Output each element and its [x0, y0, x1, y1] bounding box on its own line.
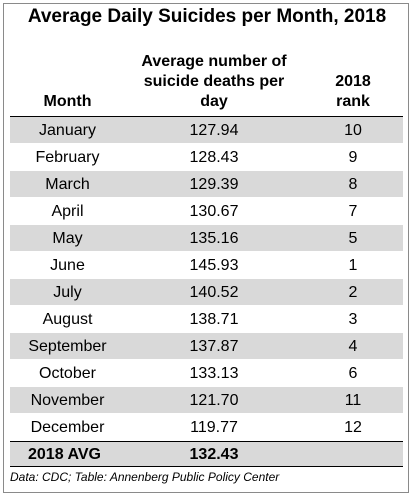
month-cell: September	[28, 338, 107, 355]
rank-cell: 3	[348, 311, 358, 328]
table-row: January 127.94 10	[10, 117, 403, 144]
rank-cell: 8	[348, 176, 358, 193]
average-cell: 138.71	[189, 311, 239, 328]
average-cell: 119.77	[190, 419, 238, 436]
average-cell: 133.13	[189, 365, 239, 382]
table-row: October 133.13 6	[10, 360, 403, 387]
table-row: December 119.77 12	[10, 414, 403, 441]
header-rank: 2018 rank	[335, 73, 371, 110]
average-cell: 127.94	[189, 122, 239, 139]
average-cell: 121.70	[189, 392, 239, 409]
month-cell: December	[30, 419, 105, 436]
rank-cell: 5	[348, 230, 358, 247]
month-cell: February	[35, 149, 100, 166]
total-row: 2018 AVG 132.43	[10, 441, 403, 467]
table-frame	[3, 3, 409, 493]
rank-cell: 7	[348, 203, 358, 220]
month-cell: August	[42, 311, 93, 328]
table-row: February 128.43 9	[10, 144, 403, 171]
table-body: January 127.94 10 February 128.43 9 March 129.3…	[10, 117, 403, 441]
average-cell: 137.87	[189, 338, 239, 355]
table-row: June 145.93 1	[10, 252, 403, 279]
rank-cell: 4	[348, 338, 358, 355]
rank-cell: 1	[348, 257, 358, 274]
average-cell: 129.39	[189, 176, 239, 193]
rank-cell: 10	[344, 122, 362, 139]
month-cell: October	[39, 365, 96, 382]
table-row: November 121.70 11	[10, 387, 403, 414]
table-row: May 135.16 5	[10, 225, 403, 252]
rank-cell: 9	[348, 149, 358, 166]
source-note: Data: CDC; Table: Annenberg Public Polic…	[10, 470, 280, 484]
header-average: Average number of suicide deaths per day	[141, 53, 287, 110]
table-row: September 137.87 4	[10, 333, 403, 360]
chart-title: Average Daily Suicides per Month, 2018	[27, 6, 387, 27]
month-cell: May	[52, 230, 83, 247]
table-row: April 130.67 7	[10, 198, 403, 225]
table-header: Month Average number of suicide deaths p…	[10, 44, 403, 117]
rank-cell: 6	[348, 365, 358, 382]
average-cell: 140.52	[189, 284, 239, 301]
month-cell: July	[53, 284, 82, 301]
data-table: Month Average number of suicide deaths p…	[10, 44, 403, 467]
header-month: Month	[43, 93, 92, 110]
table-row: August 138.71 3	[10, 306, 403, 333]
average-cell: 128.43	[189, 149, 239, 166]
table-row: July 140.52 2	[10, 279, 403, 306]
month-cell: March	[45, 176, 90, 193]
average-cell: 130.67	[189, 203, 239, 220]
rank-cell: 12	[344, 419, 362, 436]
table-row: March 129.39 8	[10, 171, 403, 198]
average-cell: 135.16	[189, 230, 239, 247]
average-cell: 145.93	[189, 257, 239, 274]
rank-cell: 11	[344, 392, 362, 409]
rank-cell: 2	[348, 284, 358, 301]
total-average: 132.43	[189, 446, 239, 463]
total-label: 2018 AVG	[28, 446, 101, 463]
month-cell: January	[39, 122, 96, 139]
month-cell: June	[50, 257, 85, 274]
month-cell: November	[30, 392, 105, 409]
month-cell: April	[51, 203, 84, 220]
